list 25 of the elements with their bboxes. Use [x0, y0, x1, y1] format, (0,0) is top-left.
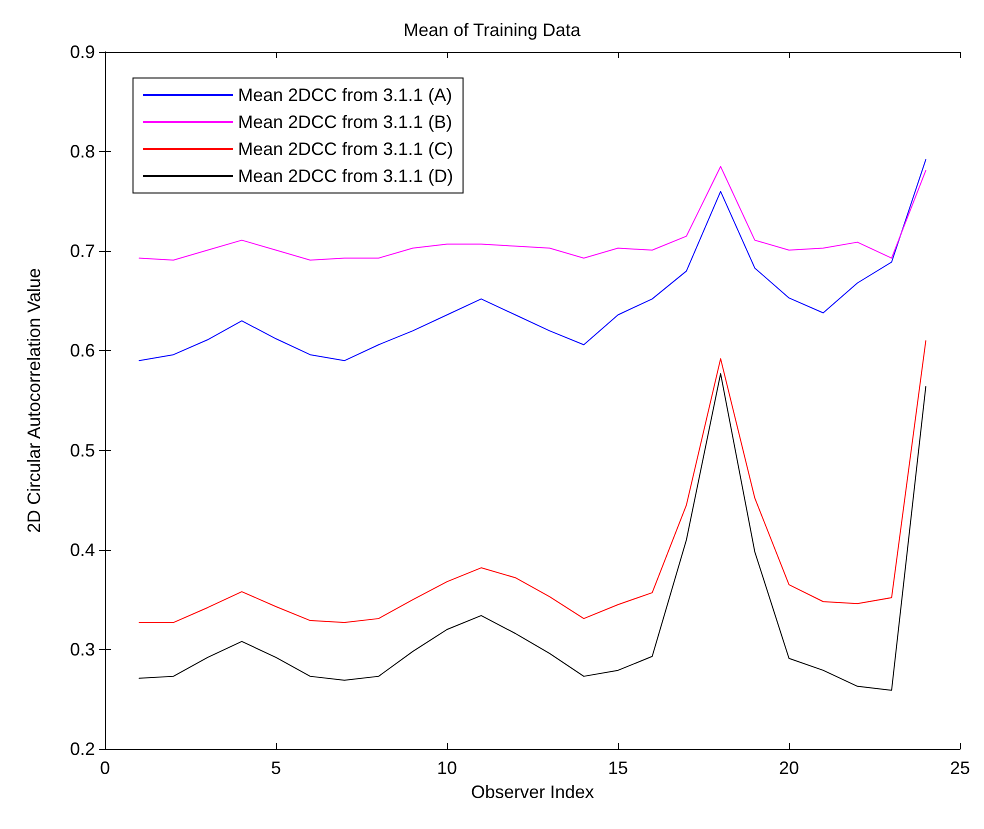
line-series [138, 373, 926, 691]
x-tick-label: 20 [778, 758, 800, 778]
x-axis-title: Observer Index [470, 782, 594, 802]
y-tick-label: 0.8 [70, 142, 95, 162]
x-tick-label: 10 [436, 758, 458, 778]
line-series [138, 159, 926, 362]
legend-label: Mean 2DCC from 3.1.1 (C) [238, 139, 454, 159]
legend-label: Mean 2DCC from 3.1.1 (A) [238, 85, 452, 105]
y-tick-label: 0.5 [70, 440, 95, 460]
y-tick-label: 0.7 [70, 241, 95, 262]
y-tick-label: 0.3 [70, 639, 95, 660]
y-tick-label: 0.9 [70, 42, 95, 62]
chart-title: Mean of Training Data [403, 20, 582, 40]
y-tick-label: 0.4 [70, 540, 95, 560]
line-series [138, 340, 926, 624]
legend-label: Mean 2DCC from 3.1.1 (D) [238, 166, 454, 186]
x-tick-label: 5 [270, 758, 282, 778]
legend-label: Mean 2DCC from 3.1.1 (B) [238, 112, 452, 132]
y-axis-title: 2D Circular Autocorrelation Value [24, 268, 44, 533]
x-tick-label: 25 [950, 758, 970, 778]
line-series [138, 166, 926, 261]
x-tick-label: 0 [100, 758, 110, 778]
y-tick-label: 0.6 [70, 340, 95, 361]
x-tick-label: 15 [608, 758, 628, 778]
y-tick-label: 0.2 [70, 739, 95, 759]
